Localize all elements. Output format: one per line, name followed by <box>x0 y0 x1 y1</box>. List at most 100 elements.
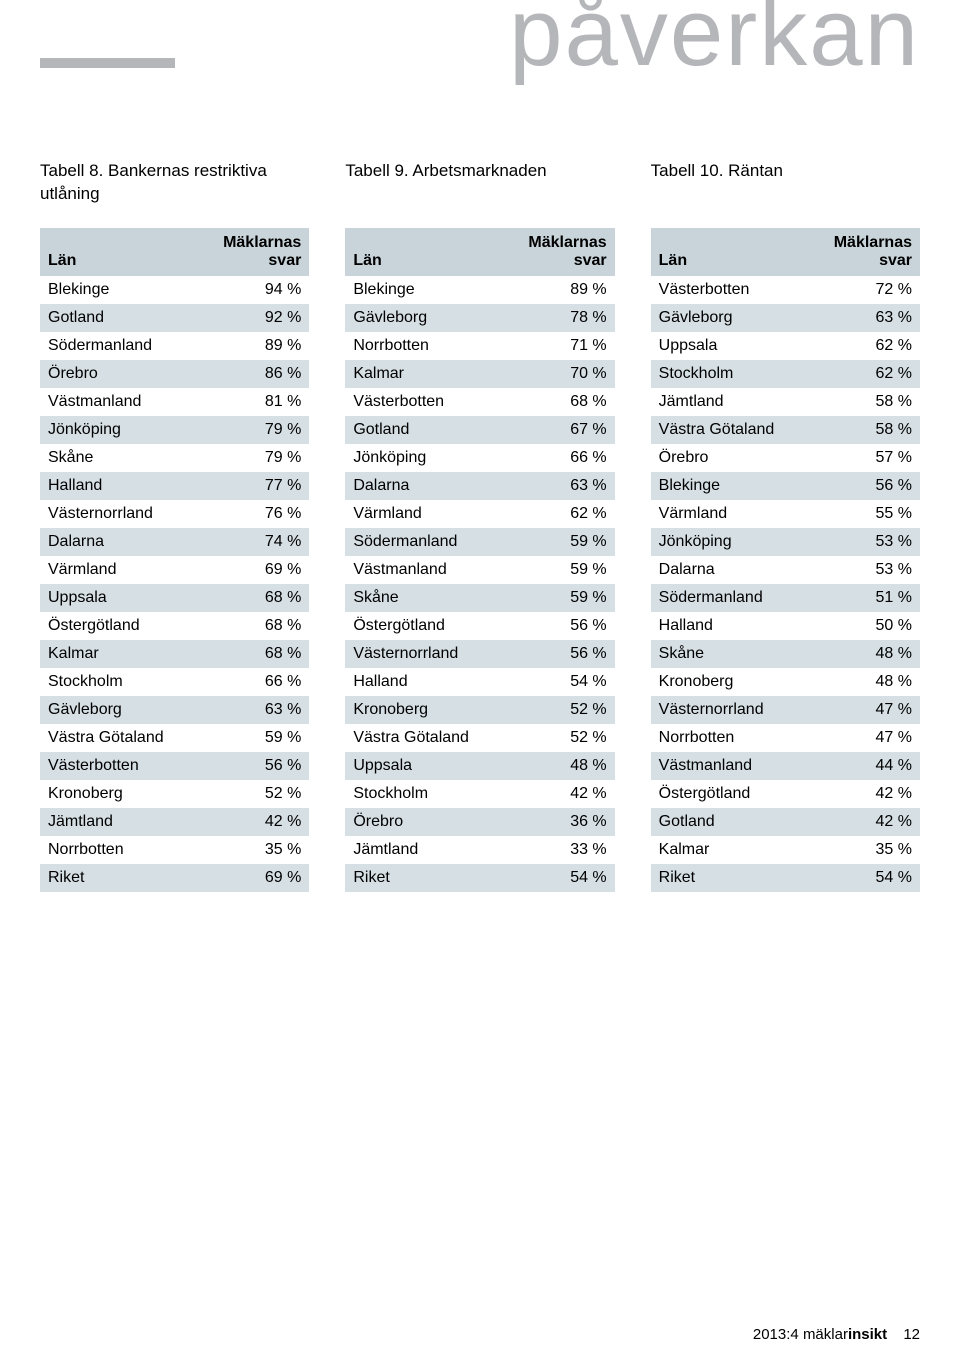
cell-value: 59 % <box>502 584 614 612</box>
table-row: Riket54 % <box>651 864 920 892</box>
table-row: Skåne79 % <box>40 444 309 472</box>
table-row: Stockholm42 % <box>345 780 614 808</box>
table-row: Kronoberg52 % <box>345 696 614 724</box>
table-row: Västernorrland47 % <box>651 696 920 724</box>
cell-value: 78 % <box>502 304 614 332</box>
cell-value: 47 % <box>808 724 920 752</box>
cell-value: 53 % <box>808 528 920 556</box>
cell-label: Västerbotten <box>651 276 808 304</box>
table-row: Kalmar35 % <box>651 836 920 864</box>
table-row: Gävleborg63 % <box>651 304 920 332</box>
data-table: LänMäklarnassvarBlekinge94 %Gotland92 %S… <box>40 228 309 892</box>
table-row: Kalmar68 % <box>40 640 309 668</box>
cell-label: Kronoberg <box>40 780 197 808</box>
cell-label: Jämtland <box>40 808 197 836</box>
table-row: Södermanland89 % <box>40 332 309 360</box>
table-row: Kalmar70 % <box>345 360 614 388</box>
table-row: Södermanland59 % <box>345 528 614 556</box>
cell-value: 68 % <box>502 388 614 416</box>
cell-label: Jönköping <box>40 416 197 444</box>
table-row: Örebro57 % <box>651 444 920 472</box>
cell-label: Blekinge <box>345 276 502 304</box>
cell-label: Skåne <box>345 584 502 612</box>
table-row: Jämtland58 % <box>651 388 920 416</box>
cell-label: Västmanland <box>40 388 197 416</box>
cell-value: 51 % <box>808 584 920 612</box>
cell-value: 56 % <box>502 640 614 668</box>
cell-value: 42 % <box>197 808 309 836</box>
cell-label: Gävleborg <box>40 696 197 724</box>
cell-label: Södermanland <box>651 584 808 612</box>
cell-label: Västra Götaland <box>651 416 808 444</box>
cell-label: Södermanland <box>40 332 197 360</box>
table-row: Jämtland42 % <box>40 808 309 836</box>
column-header: Mäklarnassvar <box>197 228 309 276</box>
cell-label: Kalmar <box>345 360 502 388</box>
page-title: påverkan <box>509 0 920 88</box>
cell-value: 59 % <box>502 556 614 584</box>
table-row: Riket69 % <box>40 864 309 892</box>
cell-value: 69 % <box>197 864 309 892</box>
cell-label: Blekinge <box>651 472 808 500</box>
cell-value: 89 % <box>197 332 309 360</box>
table-row: Västernorrland56 % <box>345 640 614 668</box>
cell-label: Kronoberg <box>345 696 502 724</box>
cell-label: Dalarna <box>651 556 808 584</box>
cell-value: 89 % <box>502 276 614 304</box>
table-row: Dalarna63 % <box>345 472 614 500</box>
table-row: Värmland55 % <box>651 500 920 528</box>
cell-label: Dalarna <box>345 472 502 500</box>
table-row: Västmanland59 % <box>345 556 614 584</box>
cell-label: Värmland <box>40 556 197 584</box>
cell-value: 62 % <box>808 332 920 360</box>
cell-value: 33 % <box>502 836 614 864</box>
cell-value: 94 % <box>197 276 309 304</box>
cell-label: Halland <box>40 472 197 500</box>
table-row: Gävleborg63 % <box>40 696 309 724</box>
cell-value: 42 % <box>808 780 920 808</box>
table-row: Värmland69 % <box>40 556 309 584</box>
cell-label: Östergötland <box>345 612 502 640</box>
table-row: Örebro36 % <box>345 808 614 836</box>
cell-value: 54 % <box>808 864 920 892</box>
cell-label: Stockholm <box>345 780 502 808</box>
cell-value: 54 % <box>502 668 614 696</box>
cell-label: Jämtland <box>651 388 808 416</box>
table-row: Kronoberg52 % <box>40 780 309 808</box>
cell-value: 70 % <box>502 360 614 388</box>
cell-value: 52 % <box>502 724 614 752</box>
cell-value: 48 % <box>502 752 614 780</box>
table-row: Örebro86 % <box>40 360 309 388</box>
cell-value: 74 % <box>197 528 309 556</box>
table-caption: Tabell 9. Arbetsmarknaden <box>345 160 614 208</box>
cell-value: 57 % <box>808 444 920 472</box>
page-footer: 2013:4 mäklarinsikt 12 <box>753 1326 920 1343</box>
cell-label: Norrbotten <box>40 836 197 864</box>
cell-label: Riket <box>345 864 502 892</box>
footer-brand-1: mäklar <box>803 1326 848 1343</box>
cell-value: 79 % <box>197 416 309 444</box>
cell-value: 63 % <box>197 696 309 724</box>
header-rule <box>40 58 175 68</box>
cell-label: Värmland <box>651 500 808 528</box>
cell-value: 50 % <box>808 612 920 640</box>
cell-value: 35 % <box>808 836 920 864</box>
cell-value: 63 % <box>502 472 614 500</box>
cell-label: Halland <box>651 612 808 640</box>
cell-value: 68 % <box>197 612 309 640</box>
cell-value: 52 % <box>502 696 614 724</box>
table-row: Uppsala62 % <box>651 332 920 360</box>
cell-label: Uppsala <box>345 752 502 780</box>
cell-label: Östergötland <box>40 612 197 640</box>
cell-value: 66 % <box>502 444 614 472</box>
table-row: Blekinge56 % <box>651 472 920 500</box>
table-row: Östergötland42 % <box>651 780 920 808</box>
table-row: Blekinge94 % <box>40 276 309 304</box>
table-row: Norrbotten71 % <box>345 332 614 360</box>
cell-value: 59 % <box>502 528 614 556</box>
cell-label: Västernorrland <box>40 500 197 528</box>
table-row: Skåne59 % <box>345 584 614 612</box>
cell-label: Västmanland <box>651 752 808 780</box>
table-row: Jönköping66 % <box>345 444 614 472</box>
table-row: Västra Götaland59 % <box>40 724 309 752</box>
